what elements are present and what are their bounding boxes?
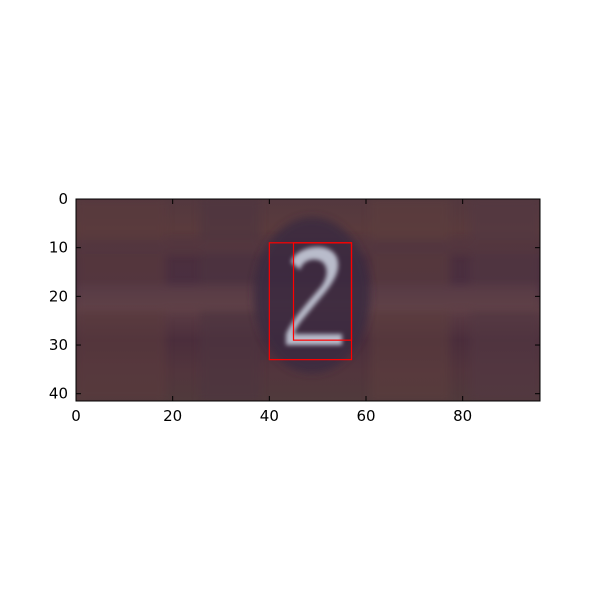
x-tick-label: 80 <box>453 407 472 425</box>
digit-2-glyph <box>286 246 342 345</box>
bounding-boxes <box>268 242 353 361</box>
x-axis: 0 20 40 60 80 <box>71 199 472 425</box>
axes-frame <box>75 198 541 402</box>
y-tick-label: 20 <box>49 287 68 305</box>
y-tick-label: 40 <box>49 385 68 403</box>
y-tick-label: 0 <box>58 190 68 208</box>
x-tick-label: 0 <box>71 407 81 425</box>
x-tick-label: 60 <box>356 407 375 425</box>
photo <box>76 199 540 401</box>
x-tick-label: 20 <box>163 407 182 425</box>
bounding-box-2 <box>292 242 353 341</box>
y-tick-label: 10 <box>49 239 68 257</box>
x-tick-label: 40 <box>260 407 279 425</box>
y-axis: 0 10 20 30 40 <box>49 190 540 403</box>
y-tick-label: 30 <box>49 336 68 354</box>
